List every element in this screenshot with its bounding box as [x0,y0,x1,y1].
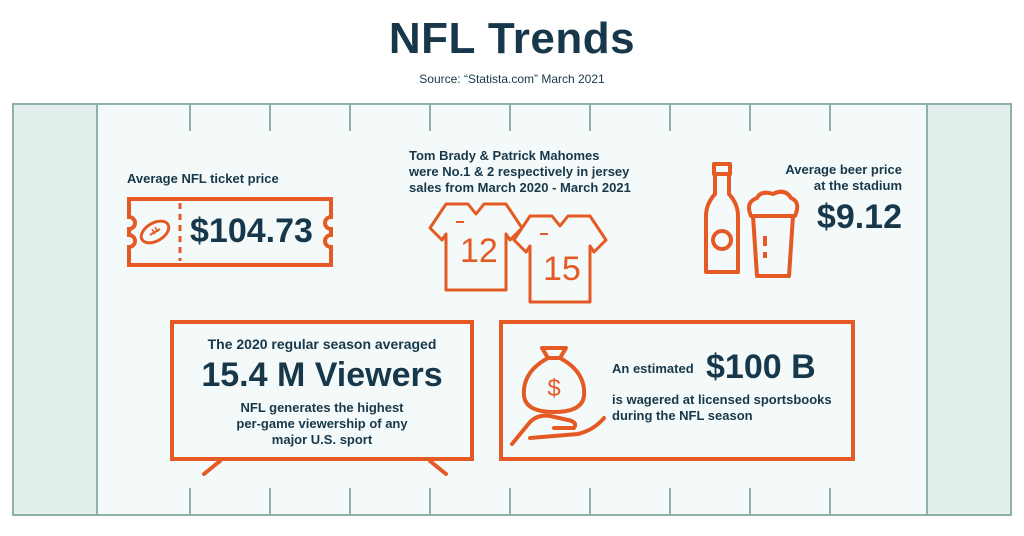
ticket-price-label: Average NFL ticket price [127,171,279,186]
betting-prefix: An estimated [612,361,694,376]
betting-detail: is wagered at licensed sportsbooks durin… [612,392,832,424]
jersey-caption-line3: sales from March 2020 - March 2021 [409,180,631,195]
yard-markers [189,105,831,514]
jersey-icon [428,202,608,304]
jersey-caption-line1: Tom Brady & Patrick Mahomes [409,148,600,163]
viewers-tv-frame [170,320,474,461]
viewers-detail-line2: per-game viewership of any [236,416,408,431]
page-title: NFL Trends [388,14,636,63]
viewers-detail: NFL generates the highest per-game viewe… [170,400,474,448]
beer-glass-icon [747,189,800,278]
viewers-intro: The 2020 regular season averaged [207,336,437,352]
ticket-football-icon [127,197,333,267]
jersey-caption: Tom Brady & Patrick Mahomes were No.1 & … [409,148,631,196]
viewers-headline: 15.4 M Viewers [201,356,443,394]
money-bag-hand-icon: $ [510,346,606,446]
endzone-left [14,105,98,514]
tv-stand-icon [202,459,448,476]
beer-label-line2: at the stadium [813,178,902,193]
jersey-number-1: 12 [460,232,498,270]
beer-bottle-icon [704,162,740,274]
betting-detail-line1: is wagered at licensed sportsbooks [612,392,832,407]
beer-price-value: $9.12 [816,198,902,236]
betting-detail-line2: during the NFL season [612,408,753,423]
source-caption: Source: “Statista.com” March 2021 [419,72,605,86]
beer-price-label: Average beer price at the stadium [760,162,902,194]
jersey-number-2: 15 [543,250,581,288]
beer-label-line1: Average beer price [785,162,902,177]
ticket-price-value: $104.73 [190,212,313,250]
betting-value: $100 B [706,348,816,386]
jersey-caption-line2: were No.1 & 2 respectively in jersey [409,164,630,179]
endzone-right [926,105,1010,514]
viewers-detail-line3: major U.S. sport [271,432,373,447]
viewers-detail-line1: NFL generates the highest [240,400,404,415]
svg-text:$: $ [547,375,560,402]
